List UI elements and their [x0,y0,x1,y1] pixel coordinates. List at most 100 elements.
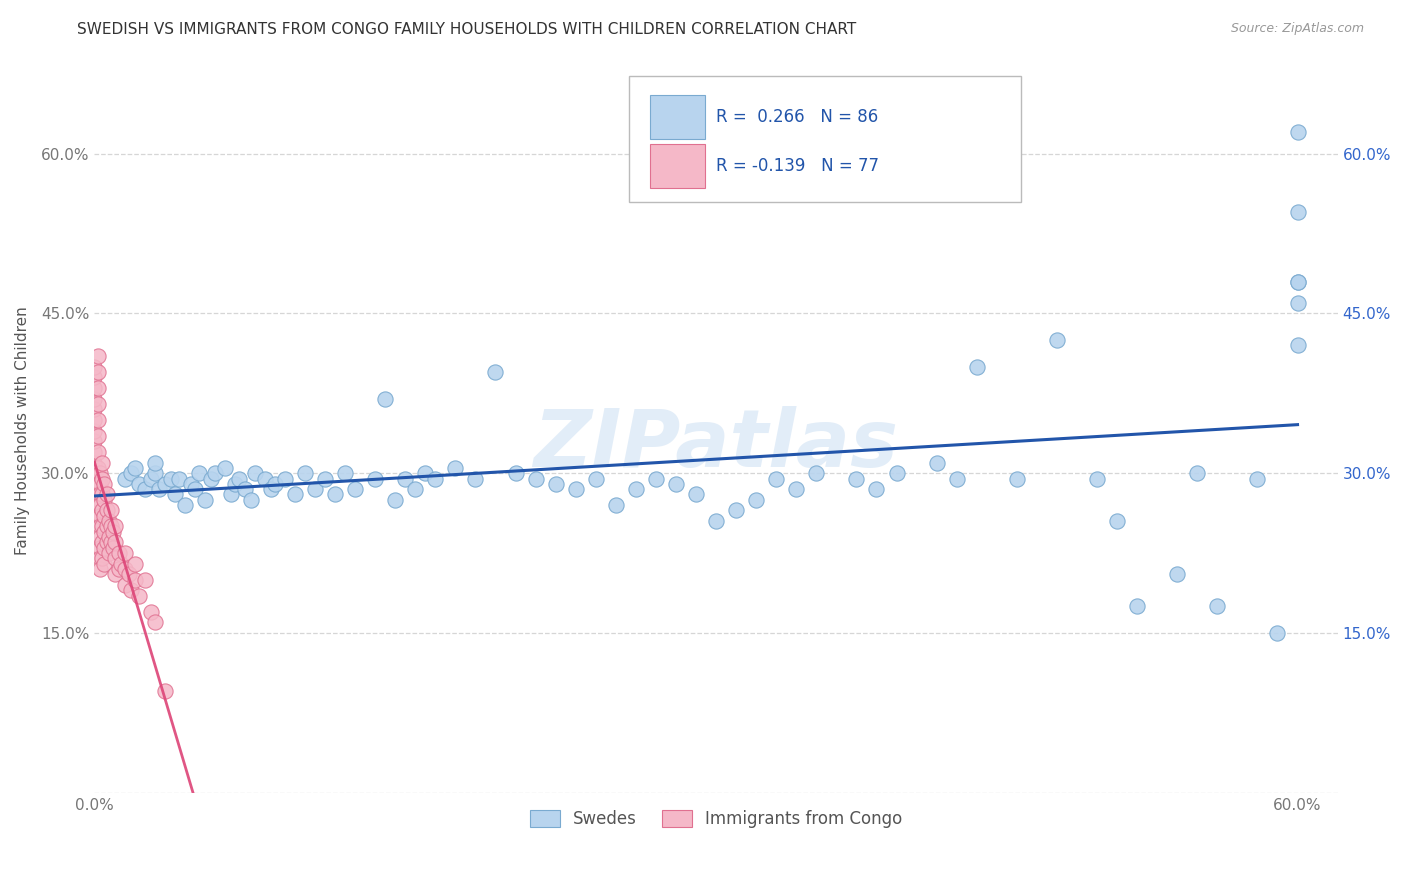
Point [89,541,111,555]
Point [96,503,118,517]
Point [91,503,114,517]
Point [1267,626,1289,640]
Point [444,461,467,475]
Point [93,476,115,491]
Point [505,466,527,480]
Point [103,535,125,549]
Point [89,530,111,544]
Point [544,476,567,491]
Point [745,492,768,507]
Point [945,471,967,485]
Point [89,466,111,480]
Point [91,535,114,549]
Point [239,492,262,507]
Point [224,476,246,491]
Point [83,466,105,480]
Point [274,471,297,485]
Point [1246,471,1268,485]
Point [87,508,110,523]
Point [785,482,807,496]
Point [194,492,217,507]
Point [103,567,125,582]
FancyBboxPatch shape [650,145,704,188]
Point [200,471,222,485]
Point [1046,333,1069,347]
Point [114,546,136,560]
Point [404,482,426,496]
Point [91,456,114,470]
Point [925,456,948,470]
Point [83,456,105,470]
Point [243,466,266,480]
Point [96,519,118,533]
Point [153,684,176,698]
Point [87,381,110,395]
Point [1286,295,1309,310]
Point [114,471,136,485]
Point [93,557,115,571]
Point [364,471,387,485]
Point [83,392,105,406]
Point [114,578,136,592]
Point [167,471,190,485]
Point [260,482,283,496]
Point [134,482,156,496]
Point [845,471,868,485]
Point [93,508,115,523]
Point [110,557,132,571]
Point [100,519,122,533]
Text: SWEDISH VS IMMIGRANTS FROM CONGO FAMILY HOUSEHOLDS WITH CHILDREN CORRELATION CHA: SWEDISH VS IMMIGRANTS FROM CONGO FAMILY … [77,22,856,37]
Point [97,530,120,544]
Point [484,365,506,379]
Point [83,370,105,384]
Point [1286,125,1309,139]
Point [87,397,110,411]
Text: R = -0.139   N = 77: R = -0.139 N = 77 [716,157,879,176]
Point [605,498,627,512]
Point [685,487,707,501]
Point [1126,599,1149,614]
Point [1005,471,1028,485]
Point [120,466,142,480]
Point [344,482,367,496]
Point [143,456,166,470]
Point [148,482,170,496]
Point [87,445,110,459]
Point [87,413,110,427]
Point [1286,275,1309,289]
Point [966,359,988,374]
Point [107,562,129,576]
Point [139,471,162,485]
Point [83,424,105,438]
Text: ZIPatlas: ZIPatlas [533,406,898,484]
Point [128,476,150,491]
Legend: Swedes, Immigrants from Congo: Swedes, Immigrants from Congo [523,804,910,835]
Point [83,359,105,374]
Point [865,482,887,496]
Point [1206,599,1229,614]
Point [89,562,111,576]
Point [1286,275,1309,289]
Point [83,381,105,395]
Point [83,434,105,449]
Point [91,551,114,566]
Point [124,573,146,587]
Point [645,471,668,485]
Point [96,535,118,549]
Point [153,476,176,491]
Point [100,503,122,517]
Point [425,471,447,485]
Point [159,471,181,485]
Point [101,541,124,555]
Point [333,466,356,480]
Point [665,476,688,491]
Point [1187,466,1209,480]
Point [585,471,607,485]
Point [323,487,346,501]
Point [134,573,156,587]
Point [87,365,110,379]
Point [219,487,242,501]
Text: Source: ZipAtlas.com: Source: ZipAtlas.com [1230,22,1364,36]
Point [564,482,586,496]
Point [704,514,727,528]
